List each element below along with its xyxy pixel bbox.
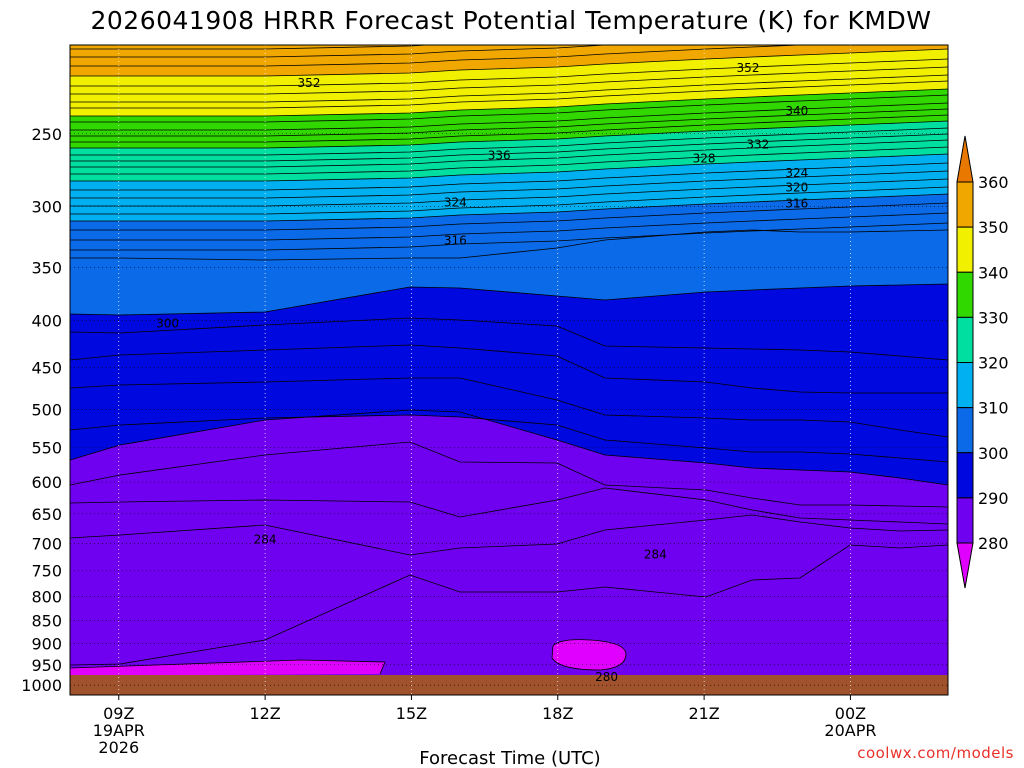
ground-fill (70, 675, 948, 695)
x-tick-label: 20APR (824, 721, 876, 740)
y-tick-label: 400 (31, 312, 62, 331)
colorbar-cap-top (956, 135, 974, 183)
y-tick-label: 300 (31, 197, 62, 216)
colorbar-swatch (956, 497, 974, 544)
x-axis-label: Forecast Time (UTC) (419, 748, 600, 768)
contour-label-352: 352 (298, 76, 321, 90)
contour-line-342 (70, 80, 948, 109)
colorbar-label: 320 (978, 354, 1009, 373)
colorbar-swatch (956, 181, 974, 228)
x-tick-label: 21Z (688, 704, 719, 723)
contour-label-328: 328 (693, 151, 716, 165)
y-tick-label: 800 (31, 587, 62, 606)
contour-bands (70, 45, 948, 695)
colorbar-swatch (956, 316, 974, 363)
contour-label-352: 352 (737, 61, 760, 75)
y-tick-label: 750 (31, 562, 62, 581)
contour-label-336: 336 (488, 148, 511, 162)
contour-label-284: 284 (254, 532, 277, 546)
contour-line-282 (70, 544, 948, 666)
contour-label-284: 284 (644, 548, 667, 562)
contour-label-316: 316 (444, 234, 467, 248)
colorbar-label: 360 (978, 173, 1009, 192)
colorbar-label: 290 (978, 489, 1009, 508)
contour-label-324: 324 (785, 166, 808, 180)
contour-line-350 (70, 48, 948, 77)
credit-text: coolwx.com/models (857, 744, 1014, 762)
y-tick-label: 500 (31, 400, 62, 419)
band-pocket-280 (552, 639, 626, 670)
colorbar-label: 300 (978, 444, 1009, 463)
colorbar-label: 350 (978, 218, 1009, 237)
y-tick-label: 600 (31, 473, 62, 492)
contour-line-280 (551, 639, 627, 671)
colorbar-label: 340 (978, 263, 1009, 282)
colorbar-label: 310 (978, 399, 1009, 418)
contour-label-316: 316 (785, 197, 808, 211)
x-tick-label: 15Z (396, 704, 427, 723)
contour-band-357 (70, 45, 948, 49)
contour-line-330 (70, 120, 948, 149)
y-tick-label: 250 (31, 125, 62, 144)
x-tick-label: 19APR (93, 721, 145, 740)
contour-label-340: 340 (785, 104, 808, 118)
y-axis-ticks: 250 300 350 400 450 500 550 600 650 700 750 800 850 9… (21, 125, 62, 695)
contour-line-288 (70, 441, 948, 508)
contour-line-300 (70, 283, 948, 316)
contour-line-290 (70, 409, 948, 486)
y-tick-label: 1000 (21, 676, 62, 695)
colorbar-swatch (956, 452, 974, 499)
contour-line-324 (70, 139, 948, 168)
y-tick-label: 900 (31, 634, 62, 653)
contour-line-286 (70, 487, 948, 525)
colorbar-swatch (956, 407, 974, 454)
x-tick-label: 18Z (542, 704, 573, 723)
contour-label-332: 332 (746, 138, 769, 152)
y-tick-label: 550 (31, 438, 62, 457)
contour-line-302 (70, 229, 948, 261)
x-tick-label: 12Z (249, 704, 280, 723)
colorbar: 360 350 340 330 320 310 300 290 280 (956, 135, 1009, 589)
x-tick-label: 00Z (835, 704, 866, 723)
contour-line-340 (70, 88, 948, 117)
y-tick-label: 650 (31, 505, 62, 524)
ground-band (70, 675, 948, 695)
y-tick-label: 450 (31, 359, 62, 378)
contour-line-334 (70, 108, 948, 137)
y-tick-label: 850 (31, 612, 62, 631)
contour-label-300: 300 (156, 317, 179, 331)
band-pocket-280 (70, 660, 385, 675)
contour-line-306 (70, 212, 948, 241)
colorbar-label: 280 (978, 534, 1009, 553)
plot-frame (69, 44, 949, 696)
x-tick-label: 09Z (103, 704, 134, 723)
y-tick-label: 950 (31, 656, 62, 675)
grid-lines (70, 45, 948, 695)
chart-title: 2026041908 HRRR Forecast Potential Tempe… (91, 6, 932, 35)
contour-line-328 (70, 127, 948, 156)
contour-line-280 (70, 659, 386, 675)
y-tick-label: 350 (31, 259, 62, 278)
colorbar-swatch (956, 271, 974, 318)
contour-label-324: 324 (444, 195, 467, 209)
contour-label-320: 320 (785, 180, 808, 194)
colorbar-swatch (956, 362, 974, 409)
y-tick-label: 700 (31, 534, 62, 553)
colorbar-label: 330 (978, 308, 1009, 327)
colorbar-swatch (956, 226, 974, 273)
contour-label-280: 280 (595, 670, 618, 684)
x-tick-label: 2026 (98, 738, 139, 757)
colorbar-cap-bottom (956, 542, 974, 589)
